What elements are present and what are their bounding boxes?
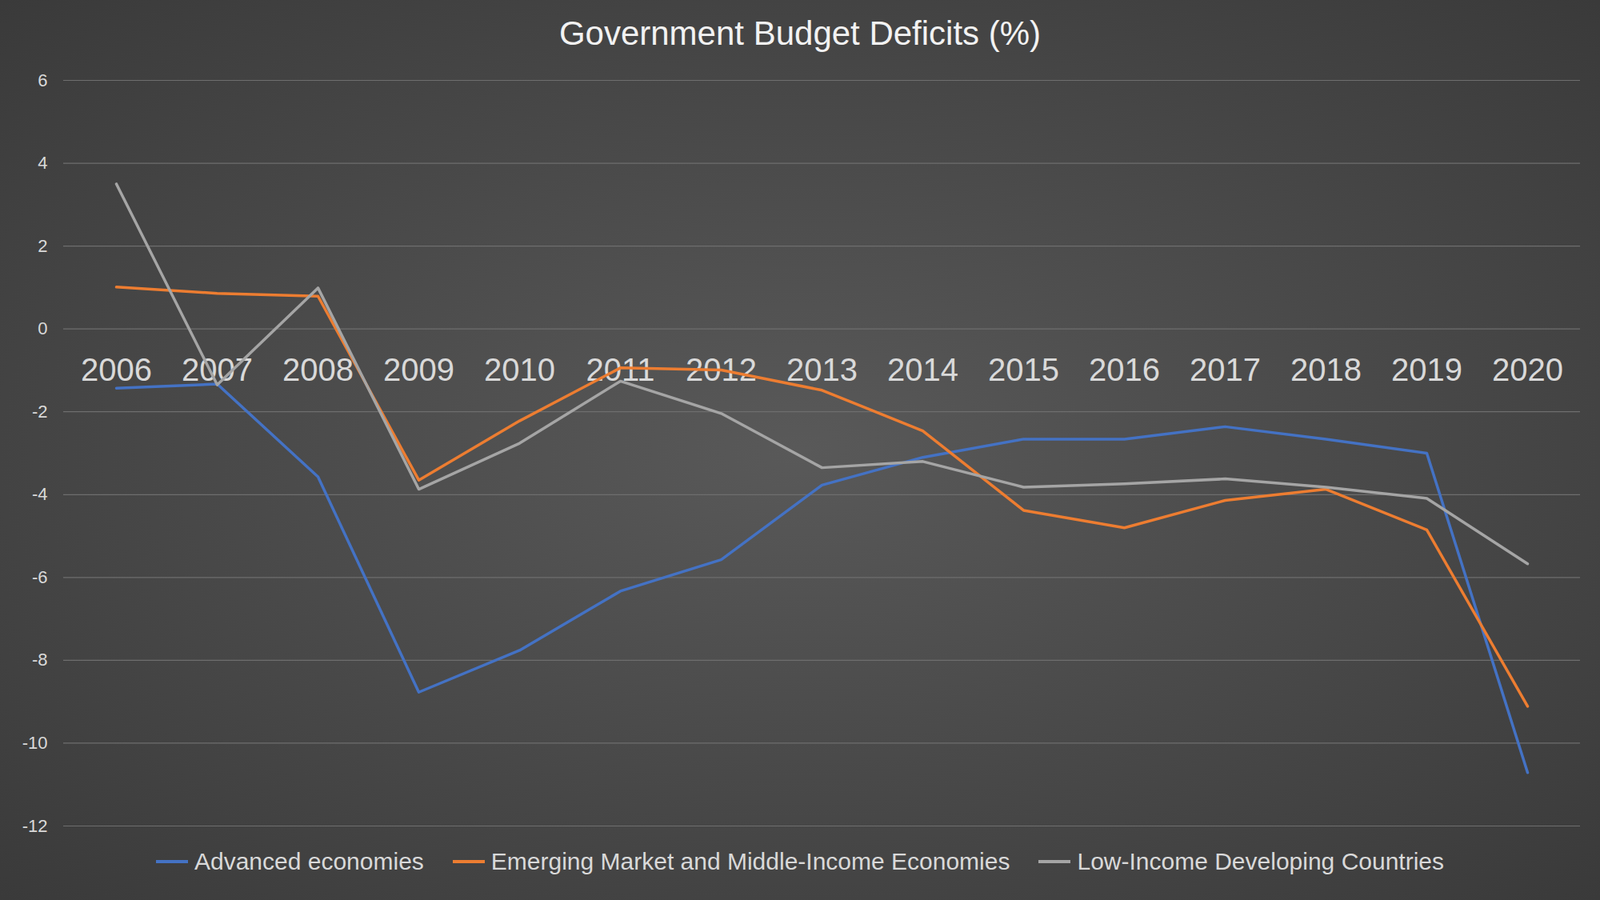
- html-text:Emerging Market and Middle-Inc: Emerging Market and Middle-Income Econom…: [491, 848, 1010, 875]
- svg-text:-2: -2: [32, 401, 48, 422]
- svg-text:2016: 2016: [1088, 352, 1160, 388]
- svg-text:2012: 2012: [685, 352, 757, 388]
- svg-text:2013: 2013: [786, 352, 858, 388]
- html-text:Advanced economies: Advanced economies: [194, 848, 424, 875]
- svg-text:-4: -4: [32, 484, 48, 504]
- svg-text:2015: 2015: [988, 352, 1060, 388]
- svg-text:6: 6: [37, 70, 48, 91]
- svg-text:-8: -8: [32, 649, 48, 670]
- svg-text:2007: 2007: [181, 352, 253, 388]
- svg-text:2009: 2009: [383, 352, 455, 388]
- svg-text:-10: -10: [22, 732, 48, 753]
- svg-text:-12: -12: [22, 816, 48, 836]
- svg-text:2018: 2018: [1290, 352, 1362, 388]
- svg-text:2008: 2008: [282, 352, 354, 388]
- html-text:Low-Income Developing Countrie: Low-Income Developing Countries: [1077, 848, 1444, 875]
- svg-text:2014: 2014: [887, 352, 959, 388]
- svg-text:-6: -6: [32, 567, 48, 588]
- svg-text:2006: 2006: [80, 352, 152, 388]
- html-text:Government Budget Deficits (%): Government Budget Deficits (%): [559, 14, 1041, 52]
- svg-text:2: 2: [37, 236, 48, 256]
- svg-text:4: 4: [37, 152, 48, 173]
- svg-text:2019: 2019: [1391, 352, 1463, 388]
- svg-text:2017: 2017: [1189, 352, 1261, 388]
- svg-text:2020: 2020: [1492, 352, 1564, 388]
- svg-text:0: 0: [37, 318, 48, 339]
- svg-text:2011: 2011: [586, 352, 655, 388]
- svg-text:2010: 2010: [484, 352, 556, 388]
